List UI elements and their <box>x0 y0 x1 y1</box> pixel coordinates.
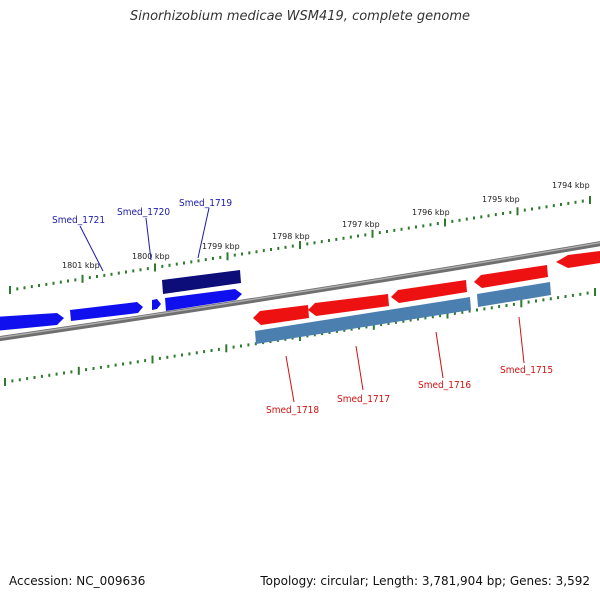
gene-label-smed-1716[interactable]: Smed_1716 <box>418 380 471 391</box>
kbp-label-1797: 1797 kbp <box>342 220 380 229</box>
gene-label-smed-1721[interactable]: Smed_1721 <box>52 215 105 226</box>
kbp-label-1798: 1798 kbp <box>272 232 310 241</box>
gene-label-leaders <box>79 207 525 403</box>
backbone <box>0 241 600 342</box>
map-title: Sinorhizobium medicae WSM419, complete g… <box>129 9 471 24</box>
genome-summary: Topology: circular; Length: 3,781,904 bp… <box>260 574 590 588</box>
reverse-gene-arrow[interactable] <box>253 305 309 325</box>
reverse-cds-block[interactable] <box>255 297 471 344</box>
kbp-label-1795: 1795 kbp <box>482 195 520 204</box>
forward-gene-arrow[interactable] <box>70 302 143 321</box>
gene-labels: Smed_1721 Smed_1720 Smed_1719 Smed_1718 … <box>52 198 553 416</box>
gene-label-smed-1719[interactable]: Smed_1719 <box>179 198 232 209</box>
gene-label-smed-1718[interactable]: Smed_1718 <box>266 405 319 416</box>
forward-gene-arrow[interactable] <box>0 313 64 331</box>
kbp-label-1801: 1801 kbp <box>62 261 100 270</box>
kbp-label-1794: 1794 kbp <box>552 181 590 190</box>
forward-gene-arrow[interactable] <box>152 299 161 310</box>
gene-label-smed-1720[interactable]: Smed_1720 <box>117 207 170 218</box>
reverse-gene-arrow[interactable] <box>474 265 548 288</box>
reverse-gene-arrow[interactable] <box>308 294 389 316</box>
forward-genes <box>0 251 600 331</box>
forward-cds-block[interactable] <box>162 270 241 294</box>
gene-label-smed-1717[interactable]: Smed_1717 <box>337 394 390 405</box>
reverse-gene-arrow[interactable] <box>391 280 467 303</box>
kbp-label-1799: 1799 kbp <box>202 242 240 251</box>
reverse-genes <box>253 265 551 344</box>
forward-gene-arrow[interactable] <box>165 289 242 311</box>
gene-label-smed-1715[interactable]: Smed_1715 <box>500 365 553 376</box>
forward-gene-arrow[interactable] <box>556 251 600 268</box>
outer-tick-ring <box>9 196 591 294</box>
reverse-cds-block[interactable] <box>477 282 551 307</box>
kbp-label-1796: 1796 kbp <box>412 208 450 217</box>
accession-label: Accession: NC_009636 <box>9 574 146 588</box>
